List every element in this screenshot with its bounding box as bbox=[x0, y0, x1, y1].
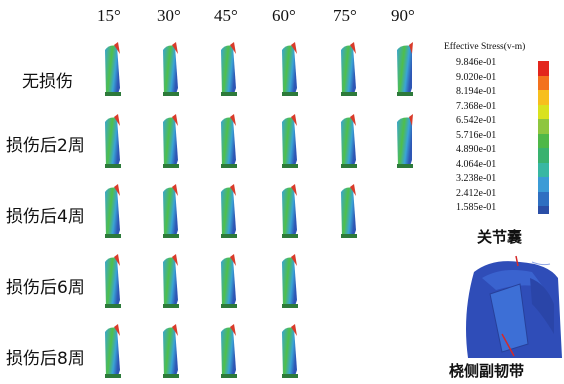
legend-value: 9.020e-01 bbox=[456, 71, 497, 83]
specimen bbox=[221, 42, 237, 96]
specimen bbox=[221, 184, 237, 238]
specimen bbox=[221, 114, 237, 168]
ligament-inset-image bbox=[462, 254, 562, 358]
specimen bbox=[105, 42, 121, 96]
row-label-week4: 损伤后4周 bbox=[6, 207, 85, 227]
col-header-75: 75° bbox=[333, 6, 357, 25]
legend-swatch bbox=[538, 90, 549, 105]
legend-swatch bbox=[538, 148, 549, 163]
specimen bbox=[221, 324, 237, 378]
specimen bbox=[397, 42, 413, 96]
legend-swatch bbox=[538, 133, 549, 148]
legend-swatch bbox=[538, 104, 549, 119]
row-label-week2: 损伤后2周 bbox=[6, 136, 85, 156]
legend-value: 9.846e-01 bbox=[456, 57, 497, 68]
specimen bbox=[163, 114, 179, 168]
row-label-week8: 损伤后8周 bbox=[6, 349, 85, 369]
specimen bbox=[282, 114, 298, 168]
specimen bbox=[163, 254, 179, 308]
specimen bbox=[105, 254, 121, 308]
col-header-30: 30° bbox=[157, 6, 181, 25]
legend-value: 2.412e-01 bbox=[456, 187, 497, 199]
specimen bbox=[163, 184, 179, 238]
legend-swatch bbox=[538, 61, 549, 76]
col-header-15: 15° bbox=[97, 6, 121, 25]
col-header-60: 60° bbox=[272, 6, 296, 25]
legend-value: 3.238e-01 bbox=[456, 173, 497, 184]
row-label-week6: 损伤后6周 bbox=[6, 278, 85, 298]
col-header-45: 45° bbox=[214, 6, 238, 25]
specimen bbox=[105, 114, 121, 168]
specimen bbox=[341, 114, 357, 168]
legend-value: 5.716e-01 bbox=[456, 129, 497, 141]
specimen bbox=[341, 42, 357, 96]
specimen-grid bbox=[105, 42, 413, 378]
specimen bbox=[221, 254, 237, 308]
legend-swatch bbox=[538, 162, 549, 177]
annotation-joint-capsule: 关节囊 bbox=[477, 228, 523, 246]
specimen bbox=[163, 324, 179, 378]
specimen bbox=[282, 254, 298, 308]
legend-value: 4.064e-01 bbox=[456, 158, 497, 170]
legend-swatch bbox=[538, 119, 549, 134]
legend-value: 8.194e-01 bbox=[456, 86, 497, 97]
specimen bbox=[282, 324, 298, 378]
legend-value: 4.890e-01 bbox=[456, 144, 497, 155]
row-label-intact: 无损伤 bbox=[22, 72, 73, 92]
specimen bbox=[105, 184, 121, 238]
specimen bbox=[282, 184, 298, 238]
legend-title: Effective Stress(v-m) bbox=[444, 42, 526, 52]
legend-swatch bbox=[538, 75, 549, 90]
col-header-90: 90° bbox=[391, 6, 415, 25]
specimen bbox=[341, 184, 357, 238]
legend-swatch bbox=[538, 206, 549, 214]
annotation-radial-collateral-ligament: 桡侧副韧带 bbox=[449, 362, 525, 380]
specimen bbox=[397, 114, 413, 168]
specimen bbox=[282, 42, 298, 96]
legend-swatch bbox=[538, 177, 549, 192]
legend-value: 6.542e-01 bbox=[456, 115, 497, 126]
specimen bbox=[105, 324, 121, 378]
specimen bbox=[163, 42, 179, 96]
legend-swatch bbox=[538, 191, 549, 206]
legend-value: 1.585e-01 bbox=[456, 202, 497, 213]
legend-value: 7.368e-01 bbox=[456, 100, 497, 112]
